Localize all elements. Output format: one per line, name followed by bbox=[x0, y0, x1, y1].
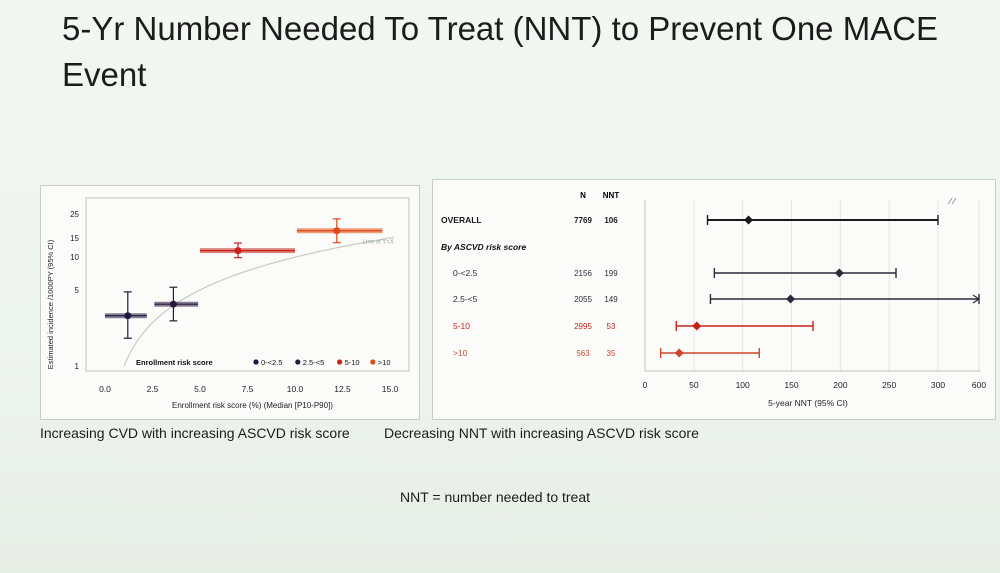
legend-marker bbox=[253, 359, 259, 365]
legend-label: 0-<2.5 bbox=[261, 358, 282, 367]
y-axis-label: Estimated incidence /1000PY (95% CI) bbox=[46, 239, 55, 369]
x-axis-label: Enrollment risk score (%) (Median [P10-P… bbox=[172, 401, 333, 410]
data-point bbox=[169, 300, 177, 308]
row-nnt: 53 bbox=[607, 322, 616, 331]
ci-arrow bbox=[972, 294, 980, 300]
series->10 bbox=[296, 218, 383, 244]
legend-marker bbox=[337, 359, 343, 365]
row-label: >10 bbox=[453, 348, 468, 358]
row-n: 7769 bbox=[574, 216, 592, 225]
x-tick-label: 250 bbox=[882, 380, 896, 390]
header-n: N bbox=[580, 191, 586, 200]
row-n: 2156 bbox=[574, 269, 592, 278]
incidence-chart-panel: Line of Y=X 1 5 10 15 25 0.0 2.5 5.0 7.5 10.0 12.5 1… bbox=[40, 185, 420, 420]
x-tick-label: 2.5 bbox=[147, 384, 159, 394]
forest-row: 0-<2.5 2156 199 bbox=[453, 268, 897, 278]
x-tick-label: 600 bbox=[972, 380, 986, 390]
data-point bbox=[333, 227, 341, 235]
axis-break-mark bbox=[947, 197, 953, 205]
ci-arrow bbox=[972, 298, 980, 304]
x-tick-label: 150 bbox=[784, 380, 798, 390]
slide-title: 5-Yr Number Needed To Treat (NNT) to Pre… bbox=[62, 10, 939, 93]
x-tick-label: 100 bbox=[736, 380, 750, 390]
x-axis-label: 5-year NNT (95% CI) bbox=[768, 398, 848, 408]
row-n: 563 bbox=[576, 349, 590, 358]
forest-row: >10 563 35 bbox=[453, 348, 760, 358]
y-tick-label: 25 bbox=[70, 210, 79, 219]
x-tick-label: 200 bbox=[833, 380, 847, 390]
legend-marker bbox=[295, 359, 301, 365]
row-label: 5-10 bbox=[453, 321, 470, 331]
legend-title: Enrollment risk score bbox=[136, 358, 213, 367]
row-label: OVERALL bbox=[441, 215, 482, 225]
x-tick-label: 5.0 bbox=[194, 384, 206, 394]
nnt-forest-chart: N NNT 0 50 100 150 200 250 300 600 5-year NNT (95%… bbox=[441, 191, 986, 408]
row-nnt: 199 bbox=[604, 269, 618, 278]
series-2.5-<5 bbox=[154, 286, 199, 322]
nnt-forest-panel: N NNT 0 50 100 150 200 250 300 600 5-year NNT (95%… bbox=[432, 179, 996, 420]
series-5-10 bbox=[200, 242, 295, 259]
left-caption: Increasing CVD with increasing ASCVD ris… bbox=[40, 425, 350, 441]
row-n: 2995 bbox=[574, 322, 592, 331]
section-label: By ASCVD risk score bbox=[441, 242, 526, 252]
point-estimate bbox=[786, 294, 796, 304]
point-estimate bbox=[674, 348, 684, 358]
row-label: 0-<2.5 bbox=[453, 268, 478, 278]
x-tick-label: 300 bbox=[931, 380, 945, 390]
y-tick-label: 15 bbox=[70, 234, 79, 243]
x-tick-label: 0 bbox=[643, 380, 648, 390]
forest-row: By ASCVD risk score bbox=[441, 242, 526, 252]
row-nnt: 149 bbox=[604, 295, 618, 304]
footnote: NNT = number needed to treat bbox=[400, 489, 591, 505]
row-n: 2055 bbox=[574, 295, 592, 304]
x-tick-label: 0.0 bbox=[99, 384, 111, 394]
point-estimate bbox=[692, 321, 702, 331]
x-tick-label: 12.5 bbox=[334, 384, 351, 394]
y-tick-label: 1 bbox=[75, 362, 80, 371]
axis-break-mark bbox=[951, 197, 957, 205]
x-tick-label: 7.5 bbox=[242, 384, 254, 394]
legend-marker bbox=[370, 359, 376, 365]
row-label: 2.5-<5 bbox=[453, 294, 478, 304]
forest-row: OVERALL 7769 106 bbox=[441, 215, 939, 225]
row-nnt: 35 bbox=[607, 349, 616, 358]
forest-row: 5-10 2995 53 bbox=[453, 321, 814, 331]
x-tick-label: 10.0 bbox=[287, 384, 304, 394]
legend-label: 5-10 bbox=[345, 358, 360, 367]
series-0-<2.5 bbox=[105, 291, 147, 339]
reference-line bbox=[123, 236, 394, 367]
y-tick-label: 10 bbox=[70, 253, 79, 262]
y-tick-label: 5 bbox=[75, 286, 80, 295]
header-nnt: NNT bbox=[603, 191, 620, 200]
data-point bbox=[234, 247, 242, 255]
right-caption: Decreasing NNT with increasing ASCVD ris… bbox=[384, 425, 699, 441]
legend-label: 2.5-<5 bbox=[303, 358, 324, 367]
point-estimate bbox=[834, 268, 844, 278]
legend-label: >10 bbox=[378, 358, 391, 367]
point-estimate bbox=[744, 215, 754, 225]
row-nnt: 106 bbox=[604, 216, 618, 225]
plot-frame bbox=[85, 197, 410, 372]
forest-row: 2.5-<5 2055 149 bbox=[453, 294, 980, 304]
x-tick-label: 15.0 bbox=[382, 384, 399, 394]
x-tick-label: 50 bbox=[689, 380, 699, 390]
data-point bbox=[124, 312, 132, 320]
reference-line-label: Line of Y=X bbox=[363, 239, 394, 245]
